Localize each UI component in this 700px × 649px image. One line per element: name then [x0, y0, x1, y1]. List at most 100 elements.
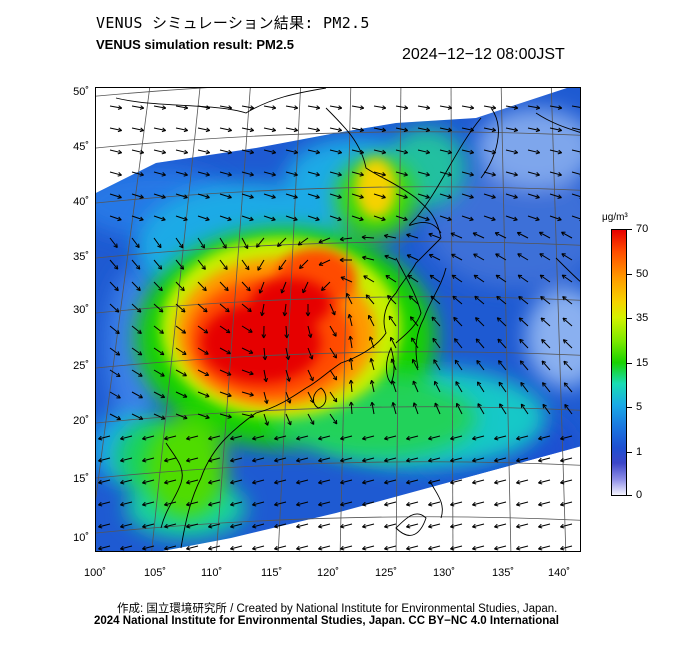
wind-arrow: [450, 501, 463, 506]
wind-arrowhead: [227, 416, 232, 419]
wind-arrowhead: [252, 435, 256, 440]
wind-arrowhead: [252, 457, 256, 462]
wind-arrowhead: [117, 130, 122, 133]
wind-arrowhead: [404, 216, 408, 221]
wind-arrow: [208, 457, 221, 462]
wind-arrowhead: [450, 457, 454, 462]
wind-arrowhead: [448, 149, 453, 154]
wind-arrowhead: [164, 482, 169, 485]
wind-arrowhead: [518, 296, 523, 298]
wind-arrowhead: [384, 504, 389, 507]
wind-arrowhead: [425, 197, 430, 199]
wind-arrowhead: [472, 501, 476, 506]
wind-arrowhead: [332, 355, 337, 359]
wind-arrow: [351, 193, 364, 199]
wind-arrowhead: [120, 479, 124, 484]
lat-label: 10˚: [73, 532, 89, 544]
wind-arrow: [384, 235, 397, 239]
wind-arrowhead: [539, 253, 543, 258]
wind-arrow: [495, 274, 507, 283]
wind-arrowhead: [338, 127, 343, 131]
wind-arrowhead: [535, 174, 540, 177]
wind-arrowhead: [339, 239, 344, 242]
wind-arrowhead: [406, 479, 410, 484]
wind-arrowhead: [579, 108, 580, 110]
wind-arrowhead: [337, 152, 342, 155]
wind-arrowhead: [117, 372, 121, 377]
wind-arrowhead: [186, 526, 191, 529]
wind-arrow: [495, 253, 507, 261]
wind-arrowhead: [157, 267, 162, 270]
wind-arrowhead: [472, 526, 477, 529]
wind-arrowhead: [227, 152, 232, 155]
wind-arrow: [131, 303, 142, 313]
wind-arrowhead: [120, 482, 125, 485]
wind-arrowhead: [116, 286, 119, 291]
wind-arrow: [230, 435, 243, 440]
wind-arrow: [417, 215, 430, 221]
wind-arrowhead: [274, 545, 278, 550]
wind-arrowhead: [208, 526, 213, 529]
wind-arrowhead: [120, 526, 125, 529]
wind-arrowhead: [316, 105, 321, 109]
wind-arrowhead: [205, 329, 209, 334]
wind-arrowhead: [492, 149, 497, 154]
wind-arrow: [428, 233, 441, 239]
wind-arrowhead: [186, 457, 190, 462]
wind-arrowhead: [274, 457, 278, 462]
wind-arrowhead: [206, 194, 210, 198]
wind-arrow: [252, 479, 265, 484]
wind-arrowhead: [296, 479, 300, 484]
wind-arrowhead: [117, 394, 121, 399]
wind-arrowhead: [450, 523, 454, 528]
wind-arrow: [284, 303, 287, 316]
wind-arrow: [461, 171, 474, 176]
wind-arrowhead: [115, 332, 120, 335]
wind-arrowhead: [561, 253, 565, 258]
wind-arrowhead: [370, 402, 373, 407]
wind-arrowhead: [208, 438, 213, 441]
wind-arrowhead: [472, 504, 477, 507]
wind-arrowhead: [160, 265, 163, 270]
wind-arrowhead: [563, 360, 568, 363]
wind-arrowhead: [183, 197, 188, 199]
colorbar-label: 0: [636, 489, 643, 501]
wind-arrow: [461, 105, 474, 109]
wind-arrowhead: [256, 243, 258, 248]
wind-arrowhead: [294, 216, 298, 221]
wind-arrowhead: [362, 482, 367, 485]
wind-arrowhead: [266, 399, 269, 404]
wind-arrowhead: [98, 523, 102, 528]
wind-arrow: [433, 359, 441, 371]
wind-arrowhead: [348, 335, 351, 341]
wind-arrowhead: [98, 482, 103, 485]
wind-arrowhead: [448, 216, 452, 221]
wind-arrowhead: [315, 219, 320, 222]
wind-arrowhead: [412, 402, 415, 407]
wind-arrowhead: [513, 152, 518, 155]
wind-arrowhead: [470, 149, 475, 154]
wind-arrowhead: [477, 403, 482, 407]
wind-arrowhead: [563, 361, 566, 366]
wind-arrow: [257, 259, 265, 271]
wind-arrow: [541, 360, 551, 371]
wind-arrowhead: [434, 402, 439, 406]
wind-arrowhead: [274, 523, 278, 528]
wind-arrow: [473, 274, 485, 283]
wind-arrowhead: [495, 274, 499, 279]
wind-arrowhead: [186, 504, 191, 507]
wind-arrow: [263, 171, 276, 176]
wind-arrowhead: [469, 174, 474, 177]
wind-arrowhead: [230, 435, 234, 440]
wind-arrow: [329, 347, 337, 359]
wind-arrowhead: [142, 435, 146, 440]
wind-arrow: [483, 193, 496, 199]
wind-arrowhead: [274, 435, 278, 440]
wind-arrowhead: [311, 355, 314, 360]
wind-arrowhead: [296, 457, 300, 462]
wind-arrowhead: [248, 286, 251, 291]
wind-arrow: [263, 105, 276, 109]
wind-arrowhead: [491, 107, 496, 110]
wind-arrow: [412, 359, 419, 371]
wind-arrowhead: [142, 501, 146, 506]
